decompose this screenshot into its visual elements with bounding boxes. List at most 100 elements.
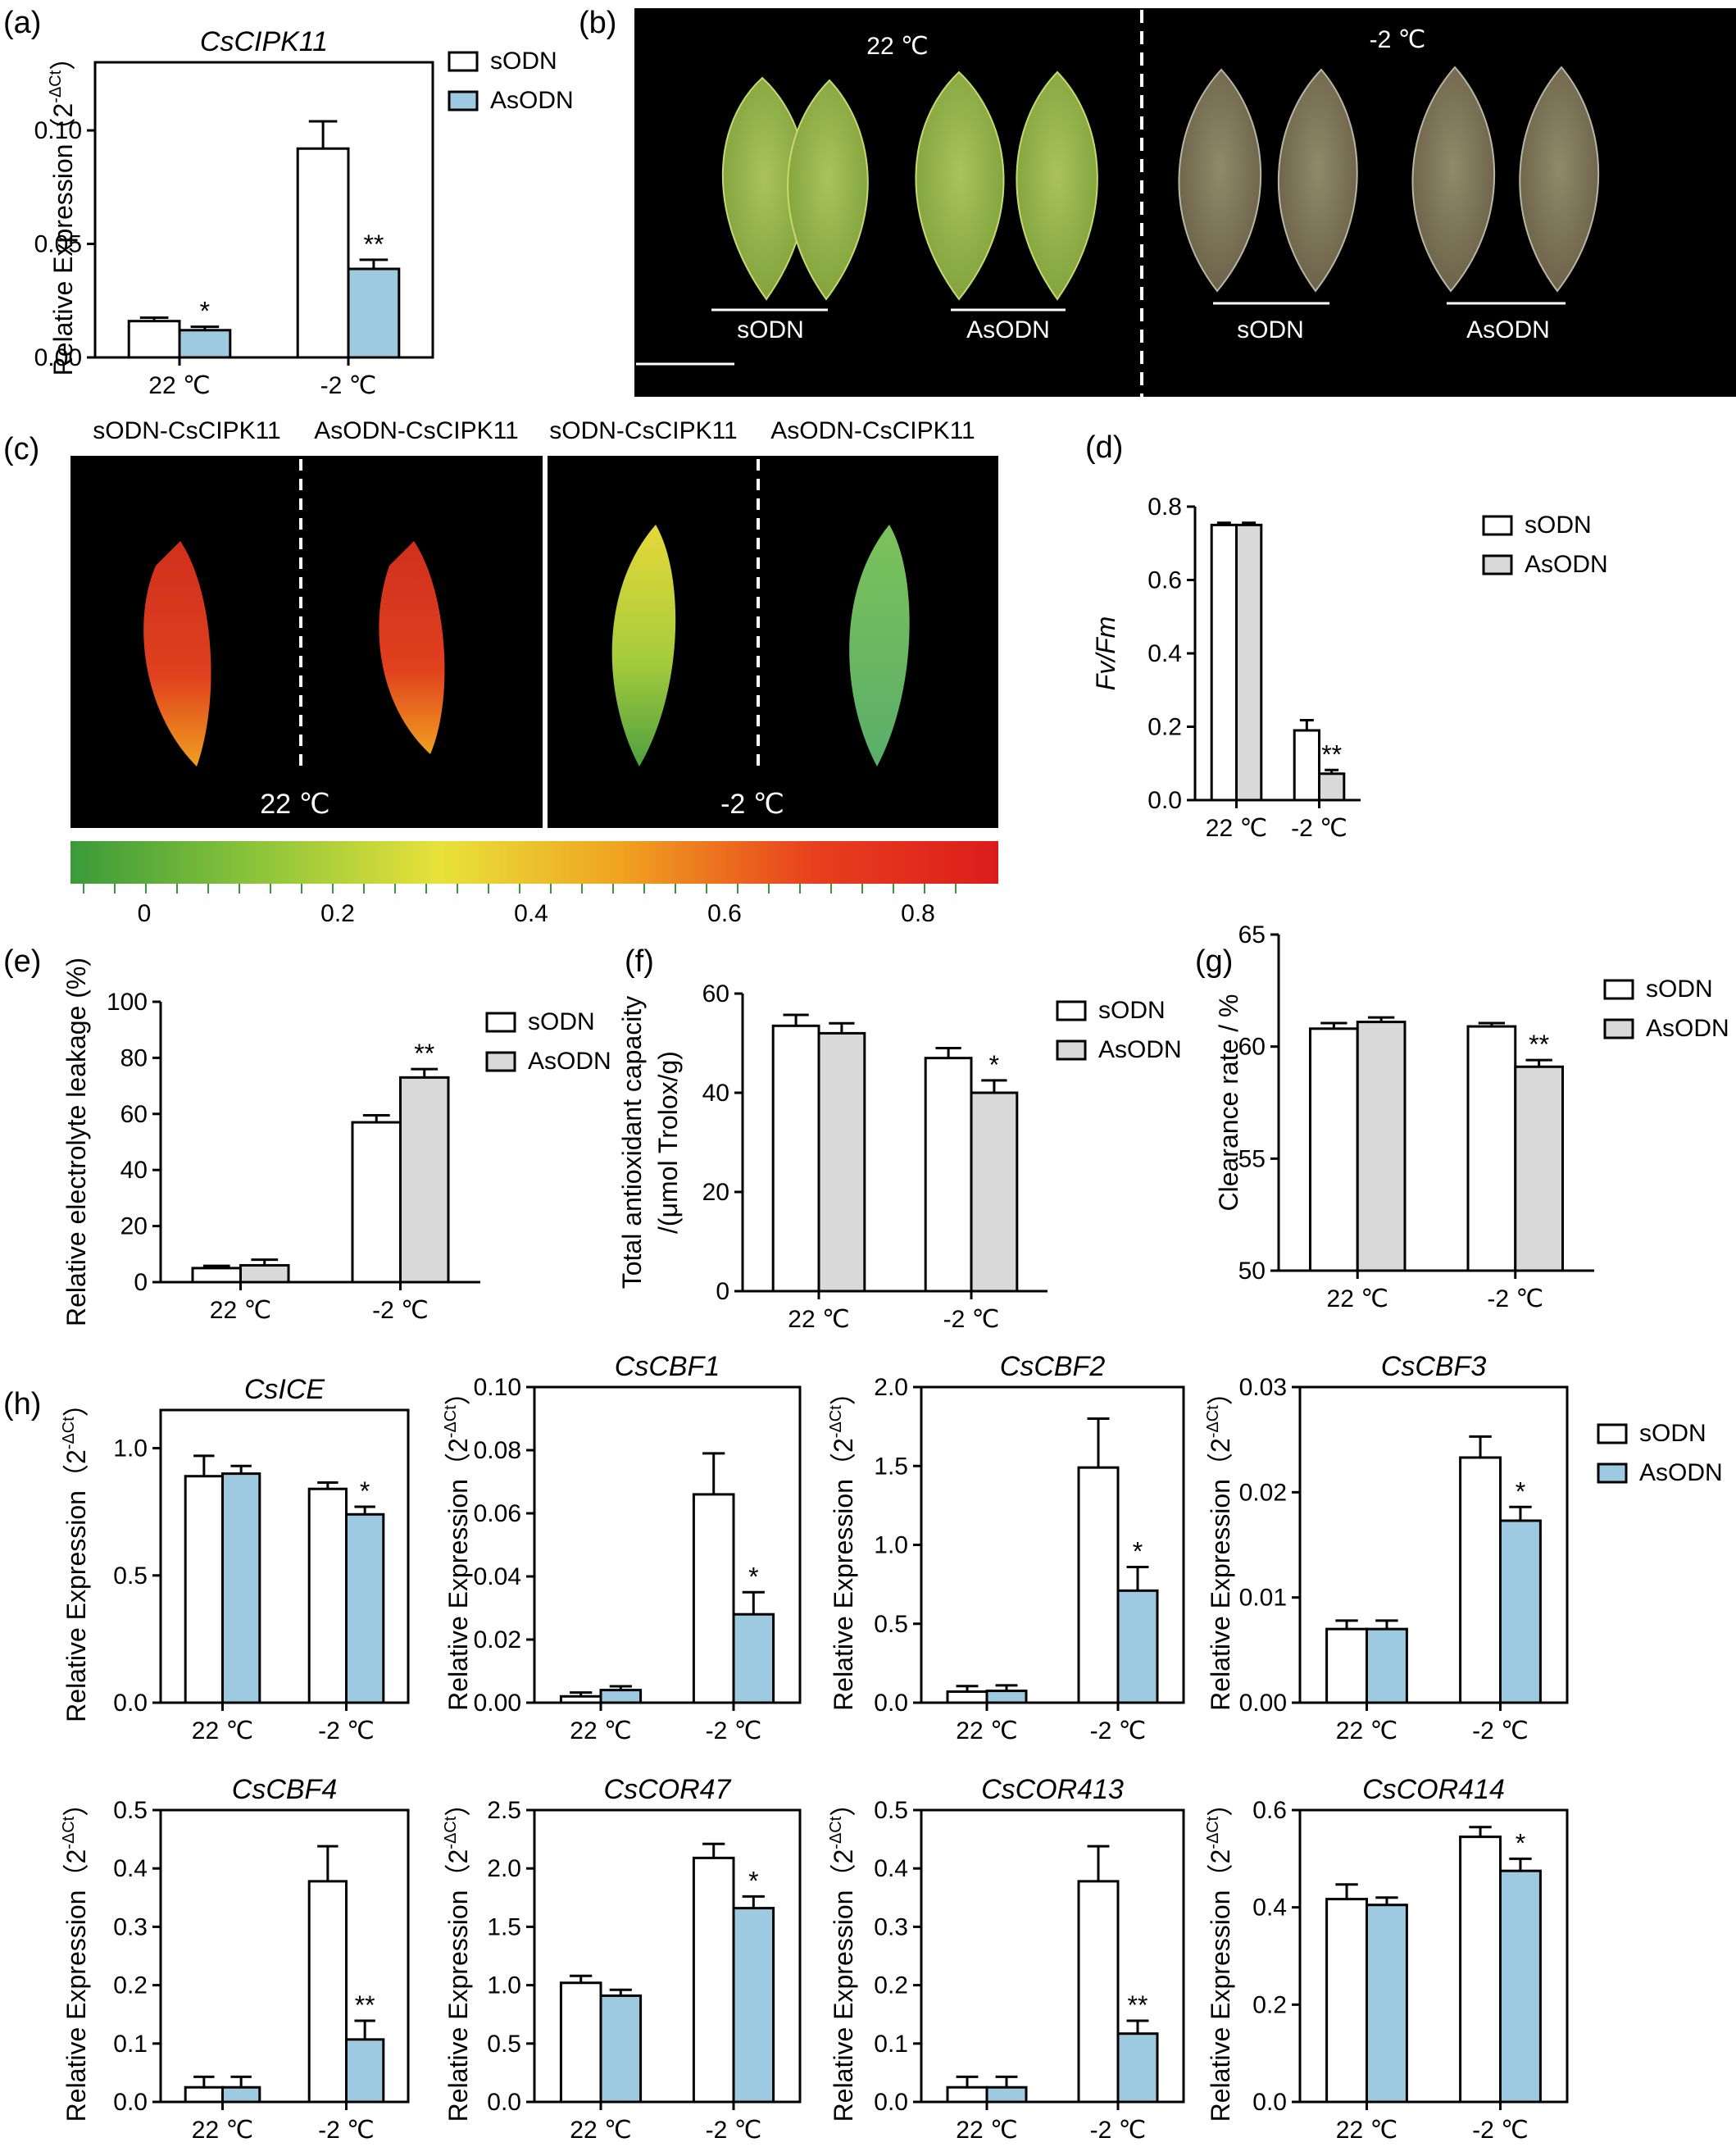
y-tick-label: 1.5 — [487, 1913, 521, 1940]
chart-h1: (h) CsICE 0.0 0.5 1.0 Relative Expression（2-Δ… — [3, 1374, 410, 1744]
fluor-header-4: AsODN-CsCIPK11 — [770, 417, 975, 444]
x-tick-label: -2 ℃ — [706, 1717, 762, 1744]
fluor-header-3: sODN-CsCIPK11 — [549, 417, 737, 444]
panel-label: (a) — [3, 6, 41, 40]
bar-asodn-1 — [1499, 1869, 1542, 2104]
legend-swatch-sodn — [485, 1012, 516, 1033]
bar-asodn-0 — [239, 1263, 290, 1284]
significance-mark: ** — [363, 230, 384, 259]
legend-swatch-asodn — [448, 90, 479, 111]
chart-title: CsCBF2 — [1000, 1351, 1106, 1382]
y-tick-label: 0.8 — [1147, 494, 1182, 521]
x-tick-label: -2 ℃ — [1472, 2117, 1529, 2144]
x-tick-label: 22 ℃ — [210, 1297, 271, 1324]
colorbar-tick-label: 0.6 — [707, 900, 742, 927]
bar-asodn-0 — [1235, 523, 1263, 802]
chart-h7: CsCOR413 0.0 0.1 0.2 0.3 0.4 0.5 Relative Expre… — [827, 1774, 1185, 2144]
y-tick-label: 0.06 — [474, 1500, 521, 1527]
y-tick-label: 0.1 — [874, 2031, 908, 2058]
x-tick-label: -2 ℃ — [320, 372, 377, 399]
bar-sodn-0 — [559, 1694, 602, 1704]
significance-mark: * — [360, 1476, 370, 1506]
x-tick-label: -2 ℃ — [943, 1306, 1000, 1333]
bar-sodn-1 — [1466, 1025, 1517, 1272]
legend-swatch-sodn — [1603, 979, 1634, 1000]
bar-asodn-0 — [985, 2086, 1028, 2104]
bar-asodn-1 — [1499, 1519, 1542, 1704]
chart-title: CsCOR413 — [981, 1774, 1124, 1805]
y-tick-label: 0.2 — [1147, 714, 1182, 741]
y-tick-label: 1.0 — [113, 1435, 148, 1462]
legend-label-sodn: sODN — [490, 48, 557, 75]
x-tick-label: 22 ℃ — [788, 1306, 849, 1333]
y-tick-label: 60 — [1238, 1034, 1266, 1061]
x-tick-label: -2 ℃ — [706, 2117, 762, 2144]
fluor-header-2: AsODN-CsCIPK11 — [314, 417, 519, 444]
significance-mark: * — [1516, 1476, 1525, 1506]
colorbar-tick-label: 0.2 — [320, 900, 355, 927]
chart-title: CsCBF3 — [1381, 1351, 1487, 1382]
legend-swatch-asodn — [485, 1051, 516, 1072]
x-tick-label: -2 ℃ — [1487, 1285, 1543, 1312]
bar-sodn-1 — [692, 1856, 735, 2104]
panel-c-label: (c) — [3, 432, 39, 466]
bar-asodn-0 — [1356, 1021, 1407, 1272]
y-tick-label: 0.0 — [1252, 2089, 1287, 2116]
significance-mark: * — [1133, 1536, 1143, 1566]
legend-swatch-sodn — [1056, 1000, 1087, 1021]
leaf-photo-asodn-22-2 — [1016, 71, 1098, 301]
bar-asodn-1 — [1116, 2032, 1159, 2104]
y-tick-label: 0.2 — [874, 1972, 908, 1999]
fluor-leaf-asodn-22 — [379, 541, 445, 754]
x-tick-label: 22 ℃ — [1206, 815, 1267, 842]
bar-asodn-0 — [599, 1689, 643, 1704]
bar-sodn-0 — [184, 2086, 224, 2104]
legend-label-asodn: AsODN — [1639, 1459, 1723, 1486]
plot-frame — [1298, 1808, 1569, 2104]
plot-frame — [93, 61, 434, 359]
photo-group-2: AsODN — [966, 316, 1050, 343]
bar-asodn-1 — [347, 267, 401, 359]
x-tick-label: 22 ℃ — [1336, 1717, 1397, 1744]
bar-sodn-1 — [1293, 729, 1320, 802]
y-axis-label-line2: /(μmol Trolox/g) — [653, 1051, 683, 1234]
y-tick-label: 0.10 — [34, 117, 82, 144]
y-tick-label: 2.0 — [487, 1855, 521, 1882]
bar-sodn-1 — [296, 147, 350, 359]
bar-sodn-0 — [771, 1024, 820, 1293]
bar-asodn-1 — [1116, 1589, 1159, 1704]
y-tick-label: 40 — [120, 1157, 148, 1184]
x-tick-label: -2 ℃ — [318, 1717, 375, 1744]
legend-swatch-asodn — [1482, 554, 1513, 575]
bar-asodn-0 — [178, 329, 232, 359]
y-tick-label: 0.0 — [113, 2089, 148, 2116]
legend-label-sodn: sODN — [1525, 512, 1592, 539]
y-tick-label: 20 — [120, 1213, 148, 1240]
bar-sodn-1 — [1459, 1835, 1502, 2104]
y-axis-label: Relative Expression（2-ΔCt） — [1204, 1379, 1235, 1711]
chart-title: CsCBF4 — [232, 1774, 337, 1805]
bar-asodn-1 — [1514, 1065, 1564, 1272]
chart-g: (g) 50 55 60 65 Clearance rate / % 22 ℃ ** -2 ℃ s… — [1195, 921, 1729, 1312]
bar-asodn-0 — [817, 1031, 866, 1293]
legend-swatch-sodn — [1597, 1423, 1628, 1444]
plot-frame — [159, 1808, 410, 2104]
bar-sodn-0 — [127, 320, 181, 359]
y-axis-label: Relative Expression（2-ΔCt） — [442, 1379, 473, 1711]
bar-sodn-1 — [1077, 1880, 1120, 2104]
y-tick-label: 0.04 — [474, 1563, 521, 1590]
y-tick-label: 0.02 — [1239, 1479, 1287, 1506]
x-tick-label: -2 ℃ — [1090, 1717, 1147, 1744]
y-tick-label: 0.0 — [874, 1690, 908, 1717]
photo-group-1: sODN — [737, 316, 804, 343]
y-tick-label: 0.2 — [113, 1972, 148, 1999]
panel-label: (d) — [1085, 430, 1123, 465]
y-tick-label: 0.0 — [487, 2089, 521, 2116]
y-tick-label: 2.0 — [874, 1374, 908, 1401]
y-axis-label: Fv/Fm — [1091, 616, 1120, 691]
y-tick-label: 0.6 — [1252, 1797, 1287, 1824]
y-tick-label: 55 — [1238, 1145, 1266, 1172]
fluor-header-1: sODN-CsCIPK11 — [93, 417, 280, 444]
